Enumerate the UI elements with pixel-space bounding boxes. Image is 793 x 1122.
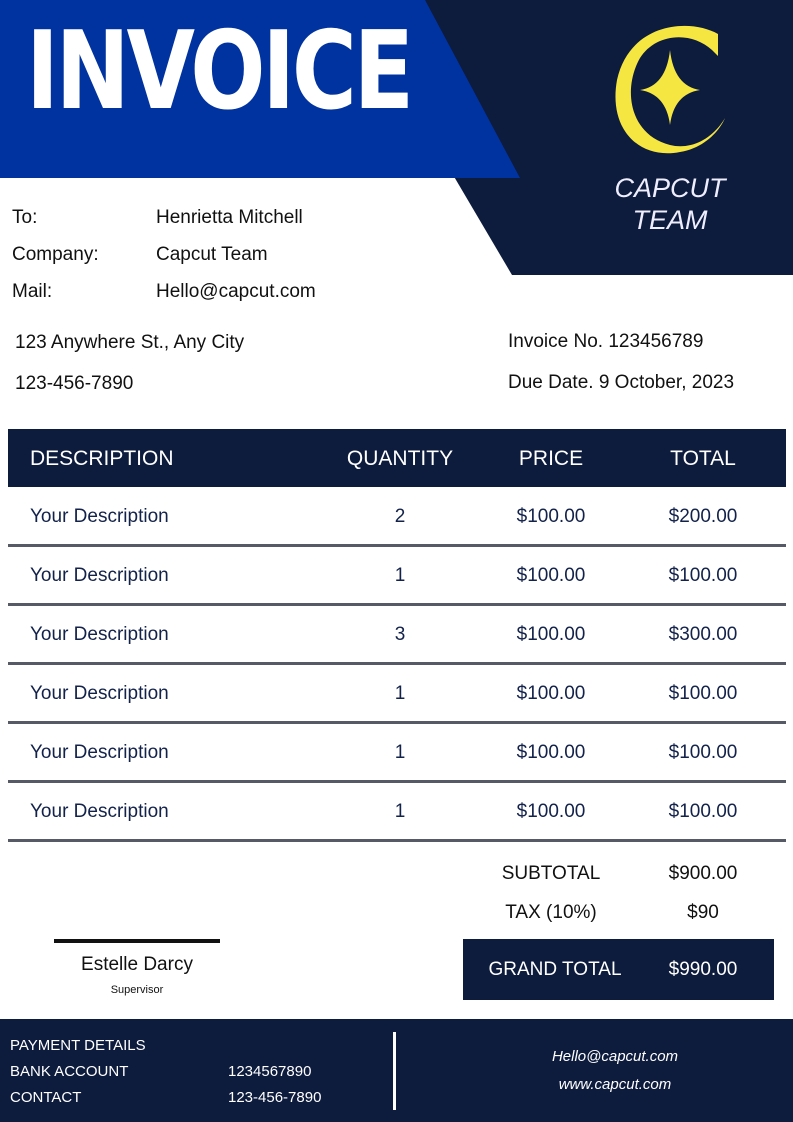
row-divider [8,721,786,724]
brand-line-1: CAPCUT [614,173,726,203]
item-total: $300.00 [668,624,738,645]
row-divider [8,839,786,842]
to-label: To: [12,207,38,228]
item-total: $200.00 [668,506,738,527]
grand-total-bg [463,939,774,1000]
item-price: $100.00 [516,742,586,763]
brand-name: CAPCUT TEAM [600,172,740,236]
item-description: Your Description [30,624,169,645]
tax-label: TAX (10%) [505,902,597,923]
bank-account-value: 1234567890 [228,1063,312,1080]
item-quantity: 1 [394,683,406,704]
item-description: Your Description [30,565,169,586]
item-quantity: 2 [394,506,406,527]
item-price: $100.00 [516,801,586,822]
row-divider [8,662,786,665]
footer-website[interactable]: www.capcut.com [558,1076,672,1093]
item-price: $100.00 [516,506,586,527]
item-total: $100.00 [668,683,738,704]
invoice-number: Invoice No. 123456789 [508,331,704,352]
item-description: Your Description [30,742,169,763]
footer-bg [0,1019,793,1122]
col-description: DESCRIPTION [30,447,174,470]
bank-account-label: BANK ACCOUNT [10,1063,129,1080]
item-price: $100.00 [516,683,586,704]
contact-value: 123-456-7890 [228,1089,322,1106]
item-quantity: 3 [394,624,406,645]
due-date: Due Date. 9 October, 2023 [508,372,735,393]
tax-value: $90 [687,902,719,923]
item-description: Your Description [30,506,169,527]
address: 123 Anywhere St., Any City [15,332,245,353]
blue-banner [0,0,520,178]
item-quantity: 1 [394,565,406,586]
subtotal-value: $900.00 [668,863,738,884]
signer-name: Estelle Darcy [81,954,193,975]
item-quantity: 1 [394,742,406,763]
grand-total-label: GRAND TOTAL [488,959,622,980]
table-header-bg [8,429,786,487]
item-description: Your Description [30,683,169,704]
footer-divider [393,1032,396,1110]
row-divider [8,603,786,606]
item-price: $100.00 [516,565,586,586]
contact-label: CONTACT [10,1089,82,1106]
company-label: Company: [12,244,99,265]
item-total: $100.00 [668,565,738,586]
signature-line [54,939,220,943]
signer-role: Supervisor [110,984,164,996]
footer-email[interactable]: Hello@capcut.com [551,1048,679,1065]
item-total: $100.00 [668,801,738,822]
item-price: $100.00 [516,624,586,645]
to-value: Henrietta Mitchell [156,207,303,228]
brand-line-2: TEAM [632,205,708,235]
mail-label: Mail: [12,281,53,302]
page-title: INVOICE [26,9,414,134]
col-total: TOTAL [670,447,736,470]
col-quantity: QUANTITY [346,447,454,470]
subtotal-label: SUBTOTAL [501,863,601,884]
row-divider [8,544,786,547]
item-quantity: 1 [394,801,406,822]
payment-details-title: PAYMENT DETAILS [10,1037,146,1054]
item-description: Your Description [30,801,169,822]
mail-value: Hello@capcut.com [156,281,316,302]
c-star-logo-icon [615,25,725,154]
row-divider [8,780,786,783]
company-value: Capcut Team [156,244,268,265]
col-price: PRICE [518,447,584,470]
phone: 123-456-7890 [15,373,134,394]
grand-total-value: $990.00 [668,959,738,980]
item-total: $100.00 [668,742,738,763]
